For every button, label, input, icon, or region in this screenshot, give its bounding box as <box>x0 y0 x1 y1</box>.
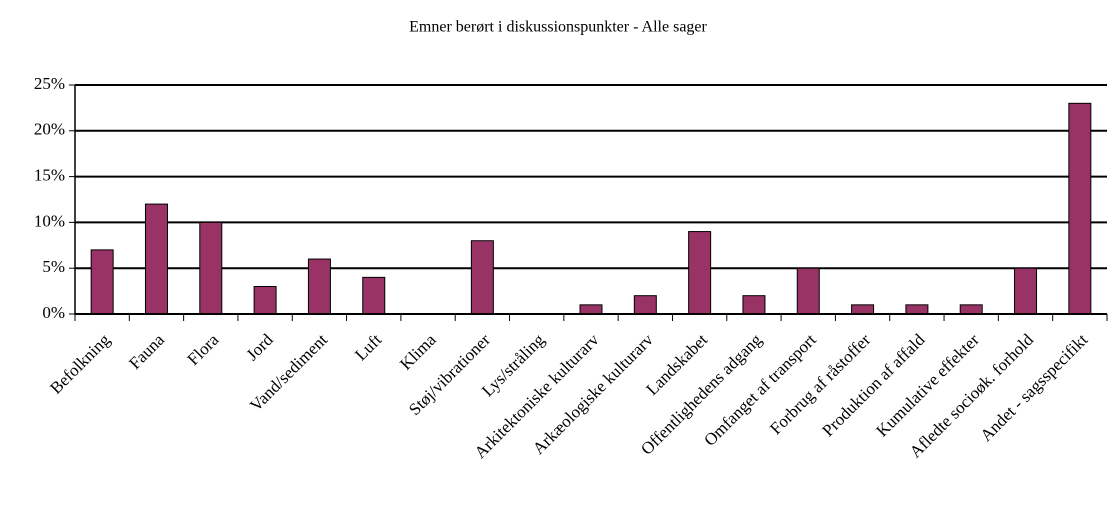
bar <box>144 203 168 315</box>
bar <box>851 304 875 315</box>
y-tick-label: 0% <box>42 303 65 322</box>
bar <box>579 304 603 315</box>
x-tick-label: Produktion af affald <box>818 330 928 440</box>
x-tick-label: Fauna <box>125 330 168 373</box>
y-tick-label: 15% <box>34 166 65 185</box>
x-tick-label: Andet - sagsspecifikt <box>977 330 1092 445</box>
x-tick-label: Befolkning <box>46 330 114 398</box>
bar <box>470 240 494 315</box>
bar <box>633 295 657 315</box>
bar <box>796 267 820 315</box>
bar <box>688 231 712 315</box>
bar <box>1068 102 1092 315</box>
bar <box>959 304 983 315</box>
bar <box>905 304 929 315</box>
y-tick-label: 20% <box>34 120 65 139</box>
x-tick-label: Flora <box>184 330 223 369</box>
x-tick-label: Klima <box>396 330 440 374</box>
y-tick-label: 10% <box>34 211 65 230</box>
bar <box>307 258 331 315</box>
bar <box>199 221 223 315</box>
bar <box>362 276 386 315</box>
x-tick-label: Jord <box>243 330 277 364</box>
x-tick-label: Luft <box>351 330 385 364</box>
y-tick-label: 25% <box>34 74 65 93</box>
x-tick-label: Kumulative effekter <box>872 330 983 441</box>
chart-title: Emner berørt i diskussionspunkter - Alle… <box>409 19 707 36</box>
y-tick-label: 5% <box>42 257 65 276</box>
x-tick-label: Forbrug af råstoffer <box>766 330 874 438</box>
bar <box>742 295 766 315</box>
bar <box>253 286 277 315</box>
bar <box>1014 267 1038 315</box>
bar <box>90 249 114 315</box>
